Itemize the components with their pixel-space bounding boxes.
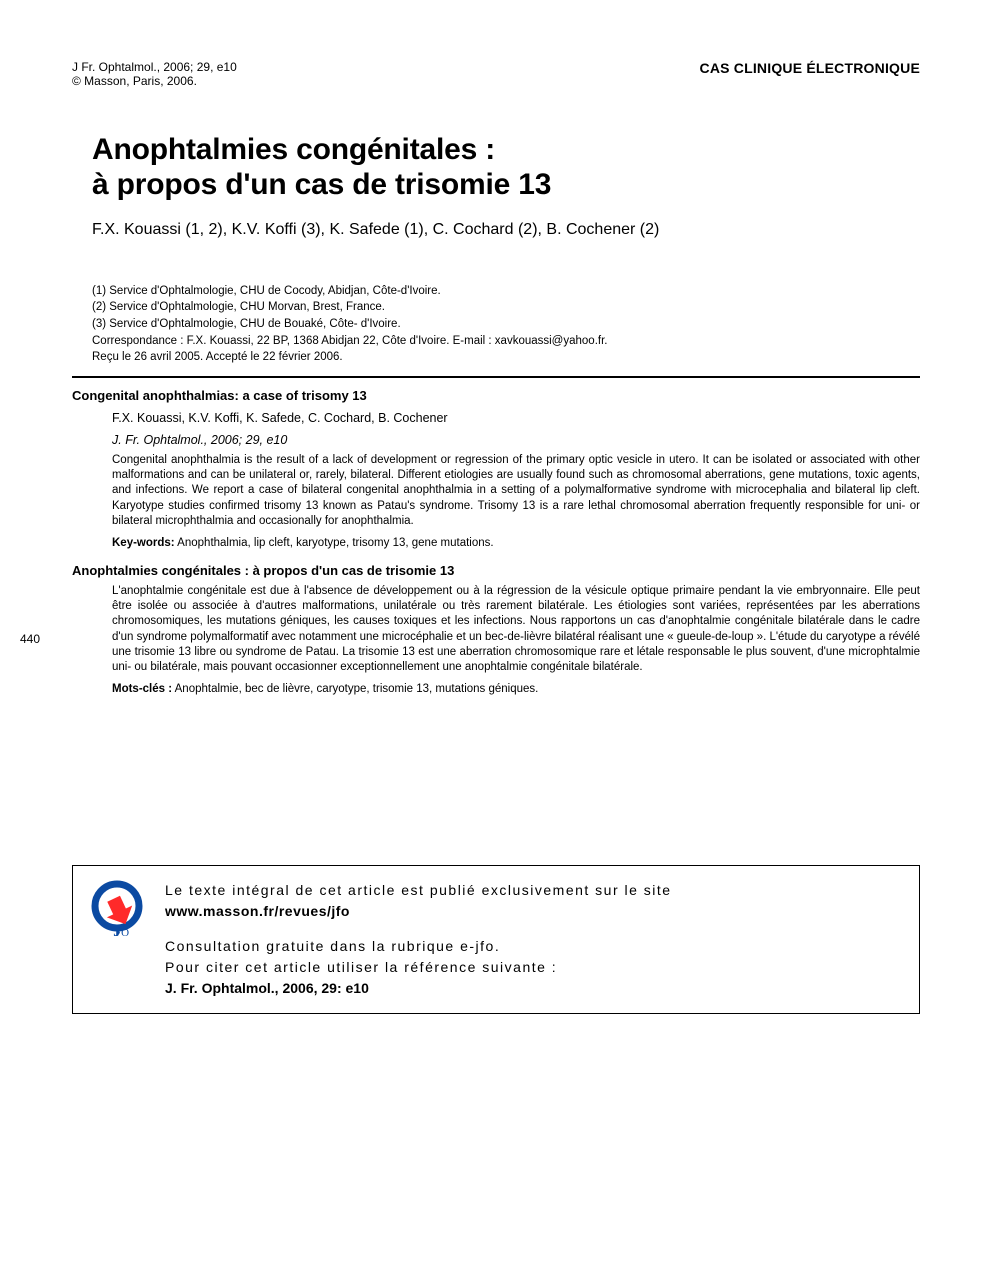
notice-text-block: Le texte intégral de cet article est pub… xyxy=(165,880,672,999)
correspondence: Correspondance : F.X. Kouassi, 22 BP, 13… xyxy=(92,333,920,350)
abstract-en-journal: J. Fr. Ophtalmol., 2006; 29, e10 xyxy=(112,433,920,447)
affiliation-3: (3) Service d'Ophtalmologie, CHU de Boua… xyxy=(92,316,920,333)
title-line-1: Anophtalmies congénitales : xyxy=(92,132,920,167)
article-title: Anophtalmies congénitales : à propos d'u… xyxy=(92,132,920,203)
affiliations-block: (1) Service d'Ophtalmologie, CHU de Coco… xyxy=(92,283,920,366)
header-left: J Fr. Ophtalmol., 2006; 29, e10 © Masson… xyxy=(72,60,237,88)
keywords-en: Key-words: Anophthalmia, lip cleft, kary… xyxy=(112,537,920,549)
authors-line: F.X. Kouassi (1, 2), K.V. Koffi (3), K. … xyxy=(92,221,920,239)
ejfo-badge-icon: J FO xyxy=(87,880,147,940)
abstract-en-body: Congenital anophthalmia is the result of… xyxy=(112,453,920,529)
abstract-fr-title: Anophtalmies congénitales : à propos d'u… xyxy=(72,563,920,578)
journal-reference: J Fr. Ophtalmol., 2006; 29, e10 xyxy=(72,60,237,74)
received-accepted: Reçu le 26 avril 2005. Accepté le 22 fév… xyxy=(92,349,920,366)
keywords-fr: Mots-clés : Anophtalmie, bec de lièvre, … xyxy=(112,683,920,695)
abstract-en-authors: F.X. Kouassi, K.V. Koffi, K. Safede, C. … xyxy=(112,411,920,425)
notice-line-3: Pour citer cet article utiliser la référ… xyxy=(165,957,672,978)
notice-citation: J. Fr. Ophtalmol., 2006, 29: e10 xyxy=(165,978,672,999)
notice-line-2: Consultation gratuite dans la rubrique e… xyxy=(165,936,672,957)
online-notice-box: J FO Le texte intégral de cet article es… xyxy=(72,865,920,1014)
page-header: J Fr. Ophtalmol., 2006; 29, e10 © Masson… xyxy=(72,60,920,88)
copyright-line: © Masson, Paris, 2006. xyxy=(72,74,237,88)
title-line-2: à propos d'un cas de trisomie 13 xyxy=(92,167,920,202)
margin-page-number: 440 xyxy=(20,632,40,646)
svg-text:FO: FO xyxy=(115,927,129,939)
keywords-fr-label: Mots-clés : xyxy=(112,683,172,695)
notice-line-1: Le texte intégral de cet article est pub… xyxy=(165,880,672,901)
abstract-en-title: Congenital anophthalmias: a case of tris… xyxy=(72,388,920,403)
abstract-fr-body: L'anophtalmie congénitale est due à l'ab… xyxy=(112,584,920,675)
horizontal-rule xyxy=(72,376,920,378)
section-type: CAS CLINIQUE ÉLECTRONIQUE xyxy=(700,60,920,76)
affiliation-1: (1) Service d'Ophtalmologie, CHU de Coco… xyxy=(92,283,920,300)
keywords-en-label: Key-words: xyxy=(112,537,175,549)
affiliation-2: (2) Service d'Ophtalmologie, CHU Morvan,… xyxy=(92,299,920,316)
notice-url[interactable]: www.masson.fr/revues/jfo xyxy=(165,901,672,922)
keywords-fr-text: Anophtalmie, bec de lièvre, caryotype, t… xyxy=(172,683,538,695)
keywords-en-text: Anophthalmia, lip cleft, karyotype, tris… xyxy=(175,537,494,549)
